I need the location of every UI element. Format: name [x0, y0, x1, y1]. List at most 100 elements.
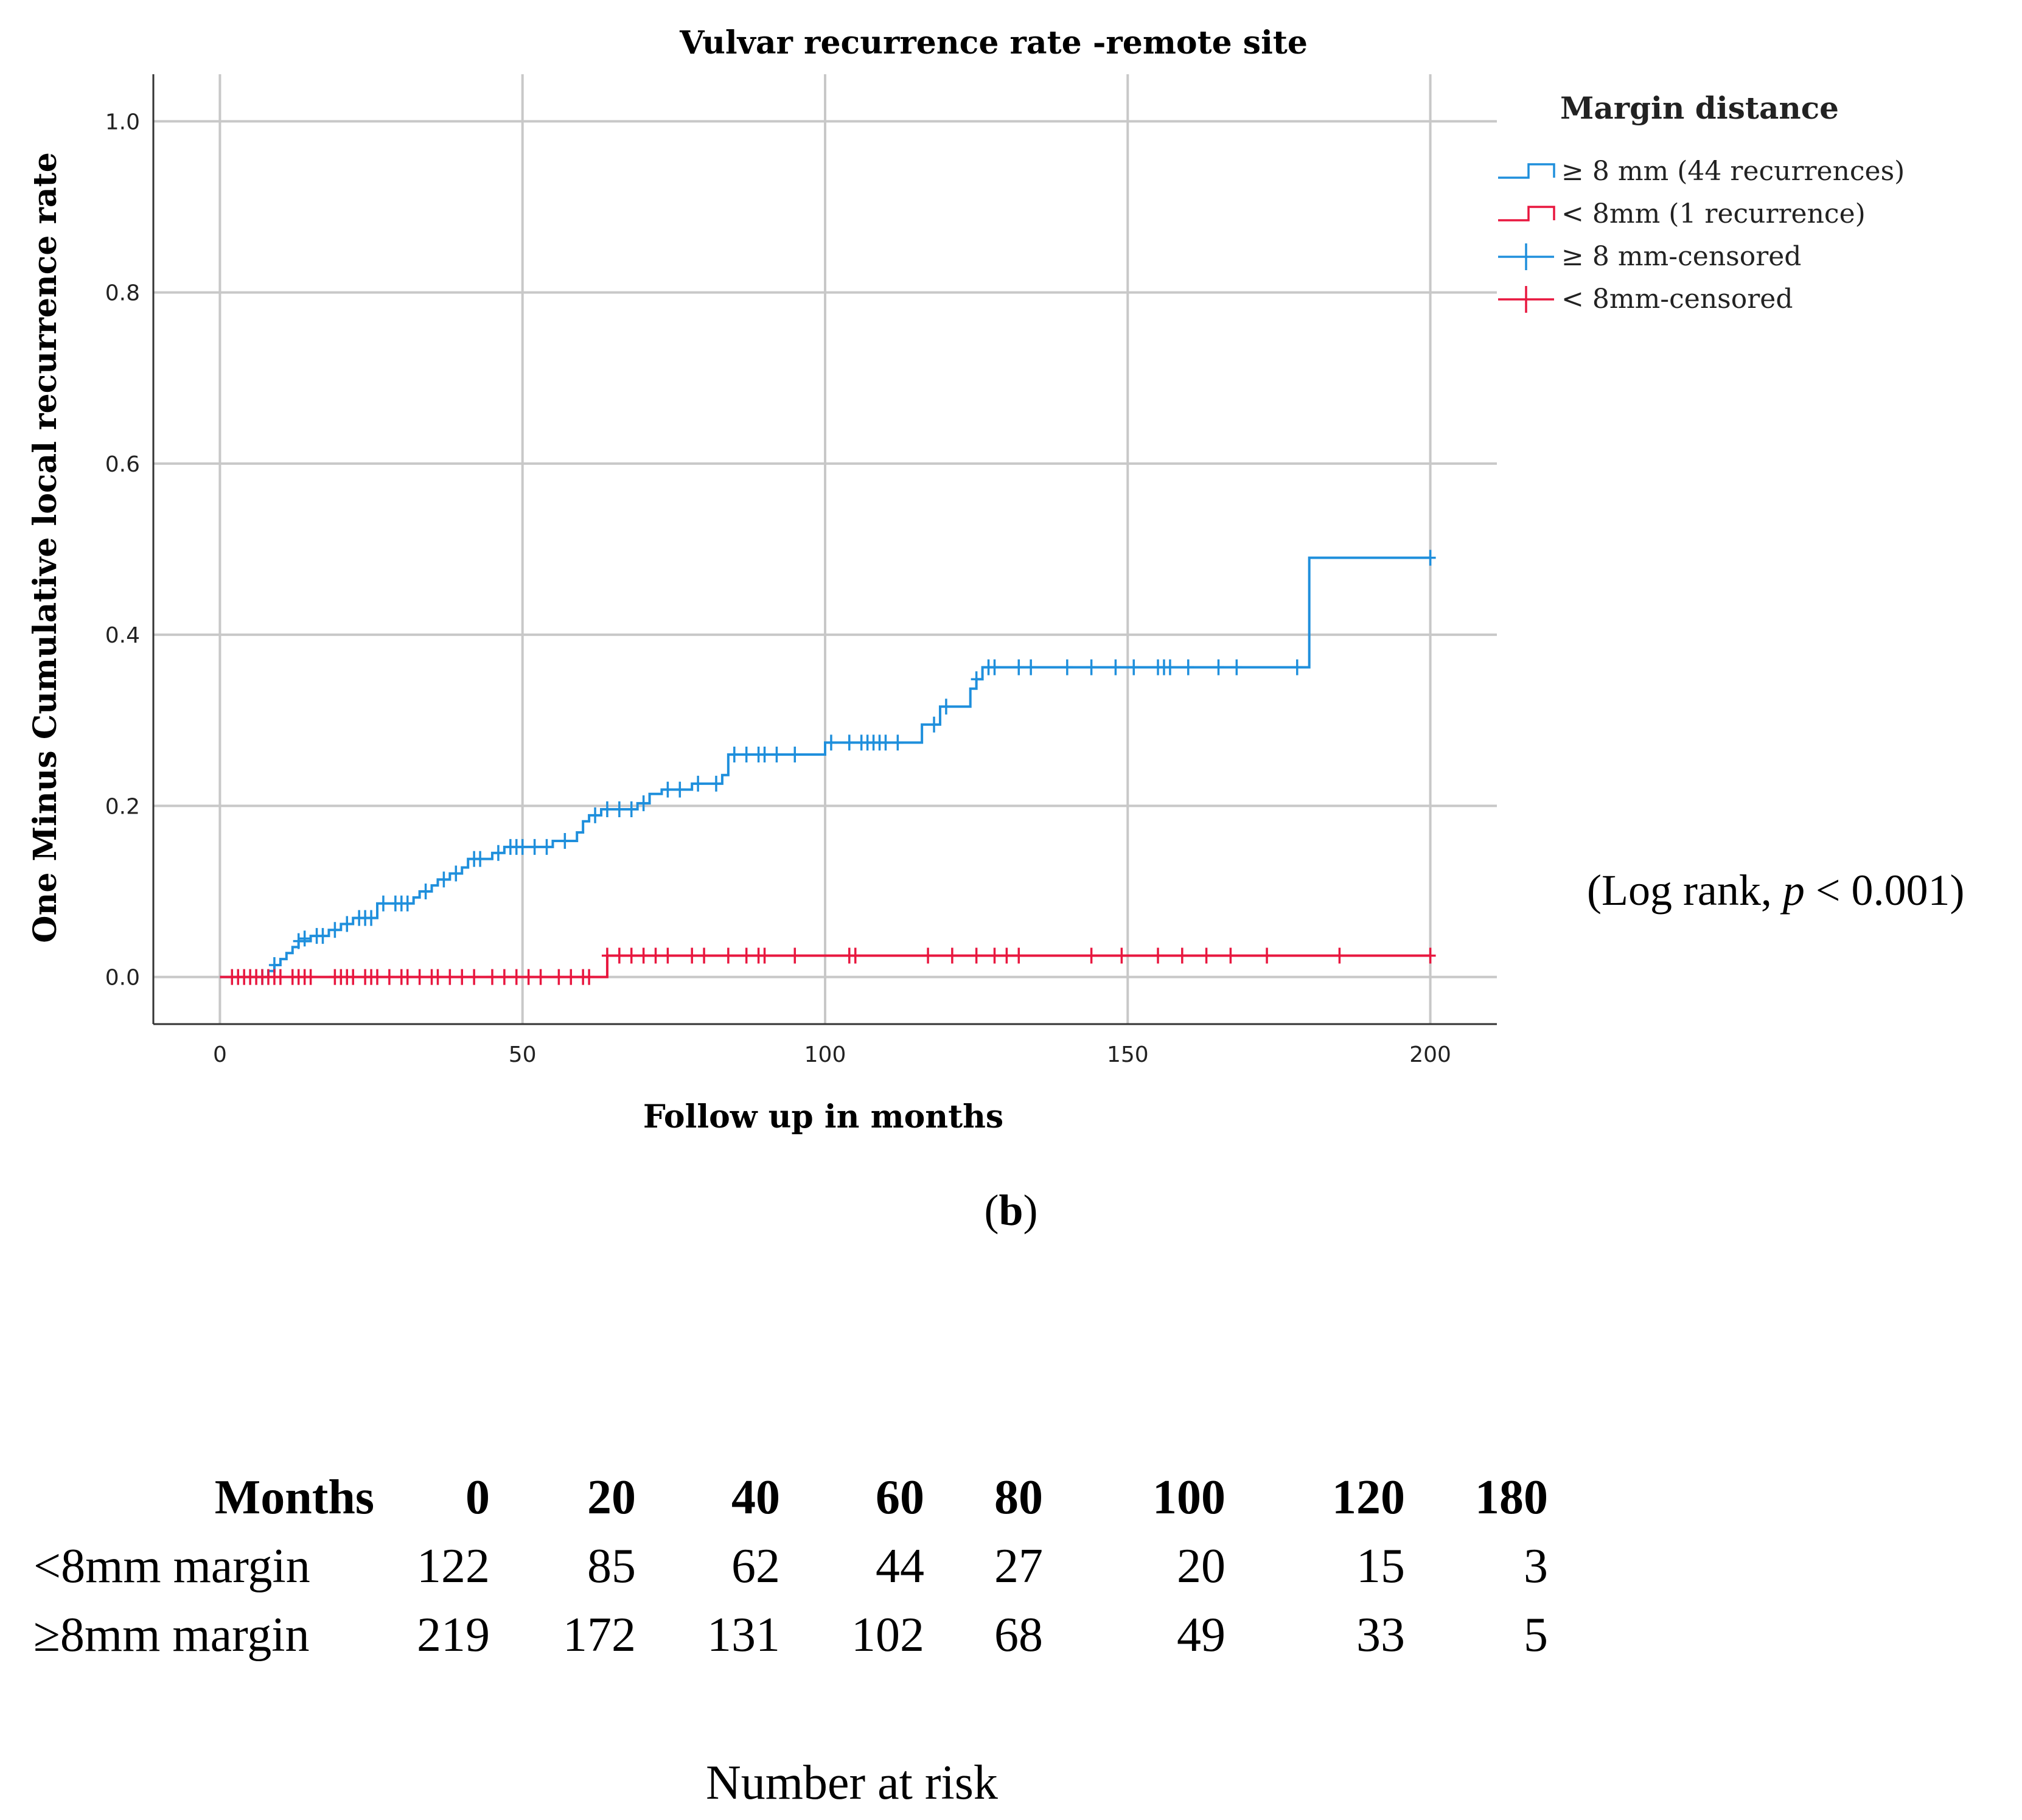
y-tick-label: 0.2 — [105, 794, 140, 819]
censor-mark — [699, 947, 710, 964]
logrank-p: p — [1782, 866, 1805, 915]
risk-cell: 33 — [1356, 1608, 1405, 1662]
legend-layer: Margin distance ≥ 8 mm (44 recurrences) < … — [1498, 90, 1905, 315]
censor-mark — [469, 969, 480, 985]
risk-cell: 172 — [563, 1608, 636, 1662]
censor-mark — [317, 928, 329, 944]
risk-col-120: 120 — [1332, 1471, 1405, 1524]
risk-col-180: 180 — [1475, 1471, 1548, 1524]
censor-mark — [383, 969, 395, 985]
censor-mark — [541, 839, 553, 855]
series-layer — [220, 549, 1436, 985]
censor-mark — [1013, 659, 1025, 675]
panel-label-letter: b — [999, 1186, 1023, 1235]
censor-mark — [662, 947, 674, 964]
km-chart: 0 50 100 150 200 0.0 0.2 0.4 0.6 0.8 1.0 Margin di… — [27, 24, 1905, 1135]
censor-mark — [293, 933, 304, 949]
censor-mark — [377, 895, 389, 912]
censor-mark — [759, 747, 770, 763]
legend-label: ≥ 8 mm (44 recurrences) — [1561, 156, 1905, 187]
censor-mark — [1025, 659, 1037, 675]
risk-cell: 27 — [994, 1539, 1043, 1593]
censor-mark — [1061, 659, 1073, 675]
censor-mark — [1334, 947, 1345, 964]
x-tick-label: 0 — [213, 1042, 227, 1067]
x-tick-label: 150 — [1107, 1042, 1149, 1067]
risk-cell: 102 — [851, 1608, 924, 1662]
risk-col-100: 100 — [1152, 1471, 1225, 1524]
censor-mark — [880, 734, 891, 751]
censor-mark — [432, 969, 444, 985]
censor-mark — [1110, 659, 1121, 675]
censor-mark — [741, 947, 752, 964]
risk-cell: 5 — [1524, 1608, 1548, 1662]
axis-layer: 0 50 100 150 200 0.0 0.2 0.4 0.6 0.8 1.0 — [105, 74, 1497, 1067]
risk-cell: 44 — [876, 1539, 924, 1593]
censor-mark — [771, 747, 783, 763]
censor-mark — [438, 871, 450, 888]
risk-col-0: 0 — [465, 1471, 490, 1524]
censor-mark — [559, 833, 571, 849]
legend-label: < 8mm (1 recurrence) — [1561, 198, 1866, 229]
panel-label: (b) — [0, 1185, 2022, 1236]
risk-table-caption: Number at risk — [706, 1756, 998, 1810]
risk-cell: 131 — [707, 1608, 780, 1662]
censor-mark — [590, 807, 601, 823]
censor-mark — [662, 781, 674, 798]
logrank-annotation: (Log rank, p < 0.001) — [1587, 865, 1964, 916]
risk-cell: 85 — [587, 1539, 636, 1593]
censor-mark — [946, 947, 958, 964]
censor-mark — [523, 969, 534, 985]
risk-cell: 219 — [417, 1608, 490, 1662]
censor-mark — [372, 969, 383, 985]
censor-mark — [1182, 659, 1194, 675]
censor-mark — [650, 947, 661, 964]
censor-mark — [402, 969, 413, 985]
censor-mark — [1086, 659, 1097, 675]
censor-mark — [1261, 947, 1273, 964]
risk-cell: 62 — [731, 1539, 780, 1593]
risk-col-80: 80 — [994, 1471, 1043, 1524]
censor-mark — [789, 747, 801, 763]
legend-title: Margin distance — [1560, 90, 1839, 126]
y-axis-label: One Minus Cumulative local recurrence ra… — [27, 152, 64, 943]
censor-mark — [692, 775, 704, 792]
legend-cross-swatch — [1498, 286, 1554, 313]
x-tick-label: 200 — [1409, 1042, 1451, 1067]
risk-table-header-row: Months 0 20 40 60 80 100 120 180 — [33, 1463, 1548, 1532]
censor-mark — [843, 734, 855, 751]
censor-mark — [341, 916, 353, 932]
censor-mark — [305, 969, 316, 985]
censor-mark — [1001, 947, 1013, 964]
risk-cell: 68 — [994, 1608, 1043, 1662]
legend-label: < 8mm-censored — [1561, 284, 1793, 315]
censor-mark — [456, 969, 468, 985]
censor-mark — [1213, 659, 1224, 675]
censor-mark — [626, 947, 637, 964]
risk-col-40: 40 — [731, 1471, 780, 1524]
censor-mark — [686, 947, 698, 964]
censor-mark — [1086, 947, 1097, 964]
censor-mark — [347, 969, 359, 985]
risk-col-60: 60 — [876, 1471, 924, 1524]
risk-col-20: 20 — [587, 1471, 636, 1524]
censor-mark — [414, 969, 425, 985]
y-tick-label: 0.4 — [105, 623, 140, 648]
logrank-prefix: (Log rank, — [1587, 866, 1783, 915]
logrank-suffix: < 0.001) — [1804, 866, 1965, 915]
censor-mark — [299, 930, 310, 947]
censor-mark — [825, 734, 837, 751]
censor-mark — [492, 845, 504, 861]
x-tick-label: 50 — [509, 1042, 537, 1067]
risk-cell: 20 — [1177, 1539, 1225, 1593]
censor-mark — [402, 895, 413, 912]
censor-mark — [1424, 549, 1436, 566]
censor-mark — [638, 947, 649, 964]
censor-mark — [728, 747, 740, 763]
risk-cell: 15 — [1356, 1539, 1405, 1593]
y-tick-label: 1.0 — [105, 110, 140, 134]
chart-title: Vulvar recurrence rate -remote site — [679, 24, 1308, 61]
censor-mark — [759, 947, 770, 964]
y-tick-label: 0.0 — [105, 966, 140, 991]
